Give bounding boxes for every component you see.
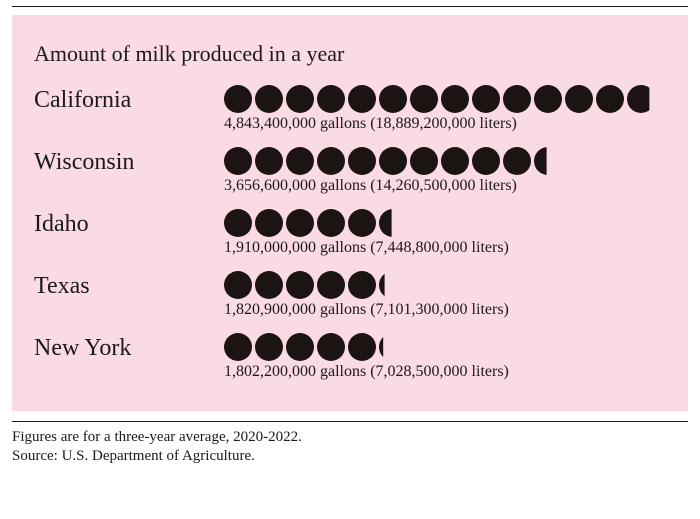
chart-row: California4,843,400,000 gallons (18,889,… xyxy=(34,85,670,133)
row-data: 1,802,200,000 gallons (7,028,500,000 lit… xyxy=(224,333,670,381)
pictogram-dot-icon xyxy=(379,147,407,175)
row-data: 1,820,900,000 gallons (7,101,300,000 lit… xyxy=(224,271,670,319)
chart-panel: Amount of milk produced in a year Califo… xyxy=(12,15,688,411)
pictogram-dots xyxy=(224,333,670,361)
row-value: 1,910,000,000 gallons (7,448,800,000 lit… xyxy=(224,239,670,257)
pictogram-dot-icon xyxy=(503,85,531,113)
pictogram-dot-icon xyxy=(534,85,562,113)
top-rule xyxy=(12,6,688,7)
pictogram-dot-icon xyxy=(348,333,376,361)
figure-wrap: Amount of milk produced in a year Califo… xyxy=(0,6,700,519)
row-data: 3,656,600,000 gallons (14,260,500,000 li… xyxy=(224,147,670,195)
row-value: 1,802,200,000 gallons (7,028,500,000 lit… xyxy=(224,363,670,381)
pictogram-dot-icon xyxy=(286,147,314,175)
pictogram-dot-icon xyxy=(286,209,314,237)
state-label: Texas xyxy=(34,271,224,299)
pictogram-dots xyxy=(224,209,670,237)
pictogram-dot-icon xyxy=(317,209,345,237)
chart-row: New York1,802,200,000 gallons (7,028,500… xyxy=(34,333,670,381)
pictogram-dot-icon xyxy=(441,147,469,175)
row-value: 1,820,900,000 gallons (7,101,300,000 lit… xyxy=(224,301,670,319)
pictogram-dot-icon xyxy=(348,209,376,237)
pictogram-dot-icon xyxy=(317,271,345,299)
state-label: California xyxy=(34,85,224,113)
pictogram-dot-icon xyxy=(379,271,407,299)
pictogram-dot-icon xyxy=(379,85,407,113)
pictogram-dot-icon xyxy=(286,271,314,299)
chart-row: Wisconsin3,656,600,000 gallons (14,260,5… xyxy=(34,147,670,195)
state-label: New York xyxy=(34,333,224,361)
pictogram-dots xyxy=(224,147,670,175)
footer-note-source: Source: U.S. Department of Agriculture. xyxy=(12,447,688,466)
footer: Figures are for a three-year average, 20… xyxy=(12,421,688,466)
footer-note-period: Figures are for a three-year average, 20… xyxy=(12,428,688,447)
pictogram-dot-icon xyxy=(255,85,283,113)
pictogram-dot-icon xyxy=(410,147,438,175)
pictogram-dot-icon xyxy=(565,85,593,113)
pictogram-dot-icon xyxy=(348,147,376,175)
chart-row: Idaho1,910,000,000 gallons (7,448,800,00… xyxy=(34,209,670,257)
row-data: 1,910,000,000 gallons (7,448,800,000 lit… xyxy=(224,209,670,257)
row-value: 3,656,600,000 gallons (14,260,500,000 li… xyxy=(224,177,670,195)
row-value: 4,843,400,000 gallons (18,889,200,000 li… xyxy=(224,115,670,133)
chart-title: Amount of milk produced in a year xyxy=(34,41,670,67)
pictogram-dots xyxy=(224,271,670,299)
pictogram-dot-icon xyxy=(410,85,438,113)
chart-row: Texas1,820,900,000 gallons (7,101,300,00… xyxy=(34,271,670,319)
pictogram-dot-icon xyxy=(224,147,252,175)
pictogram-dot-icon xyxy=(286,85,314,113)
pictogram-dot-icon xyxy=(224,271,252,299)
pictogram-dot-icon xyxy=(224,85,252,113)
state-label: Idaho xyxy=(34,209,224,237)
pictogram-dot-icon xyxy=(472,85,500,113)
pictogram-dot-icon xyxy=(317,333,345,361)
pictogram-dot-icon xyxy=(286,333,314,361)
pictogram-dot-icon xyxy=(596,85,624,113)
pictogram-dot-icon xyxy=(255,271,283,299)
pictogram-dot-icon xyxy=(348,85,376,113)
pictogram-dot-icon xyxy=(317,85,345,113)
pictogram-dot-icon xyxy=(379,333,407,361)
pictogram-dot-icon xyxy=(627,85,655,113)
pictogram-dot-icon xyxy=(441,85,469,113)
chart-rows: California4,843,400,000 gallons (18,889,… xyxy=(34,85,670,381)
pictogram-dot-icon xyxy=(472,147,500,175)
row-data: 4,843,400,000 gallons (18,889,200,000 li… xyxy=(224,85,670,133)
pictogram-dots xyxy=(224,85,670,113)
pictogram-dot-icon xyxy=(255,147,283,175)
pictogram-dot-icon xyxy=(224,209,252,237)
pictogram-dot-icon xyxy=(379,209,407,237)
pictogram-dot-icon xyxy=(255,333,283,361)
pictogram-dot-icon xyxy=(348,271,376,299)
pictogram-dot-icon xyxy=(317,147,345,175)
state-label: Wisconsin xyxy=(34,147,224,175)
footer-notes: Figures are for a three-year average, 20… xyxy=(12,422,688,466)
pictogram-dot-icon xyxy=(224,333,252,361)
pictogram-dot-icon xyxy=(503,147,531,175)
pictogram-dot-icon xyxy=(255,209,283,237)
pictogram-dot-icon xyxy=(534,147,562,175)
